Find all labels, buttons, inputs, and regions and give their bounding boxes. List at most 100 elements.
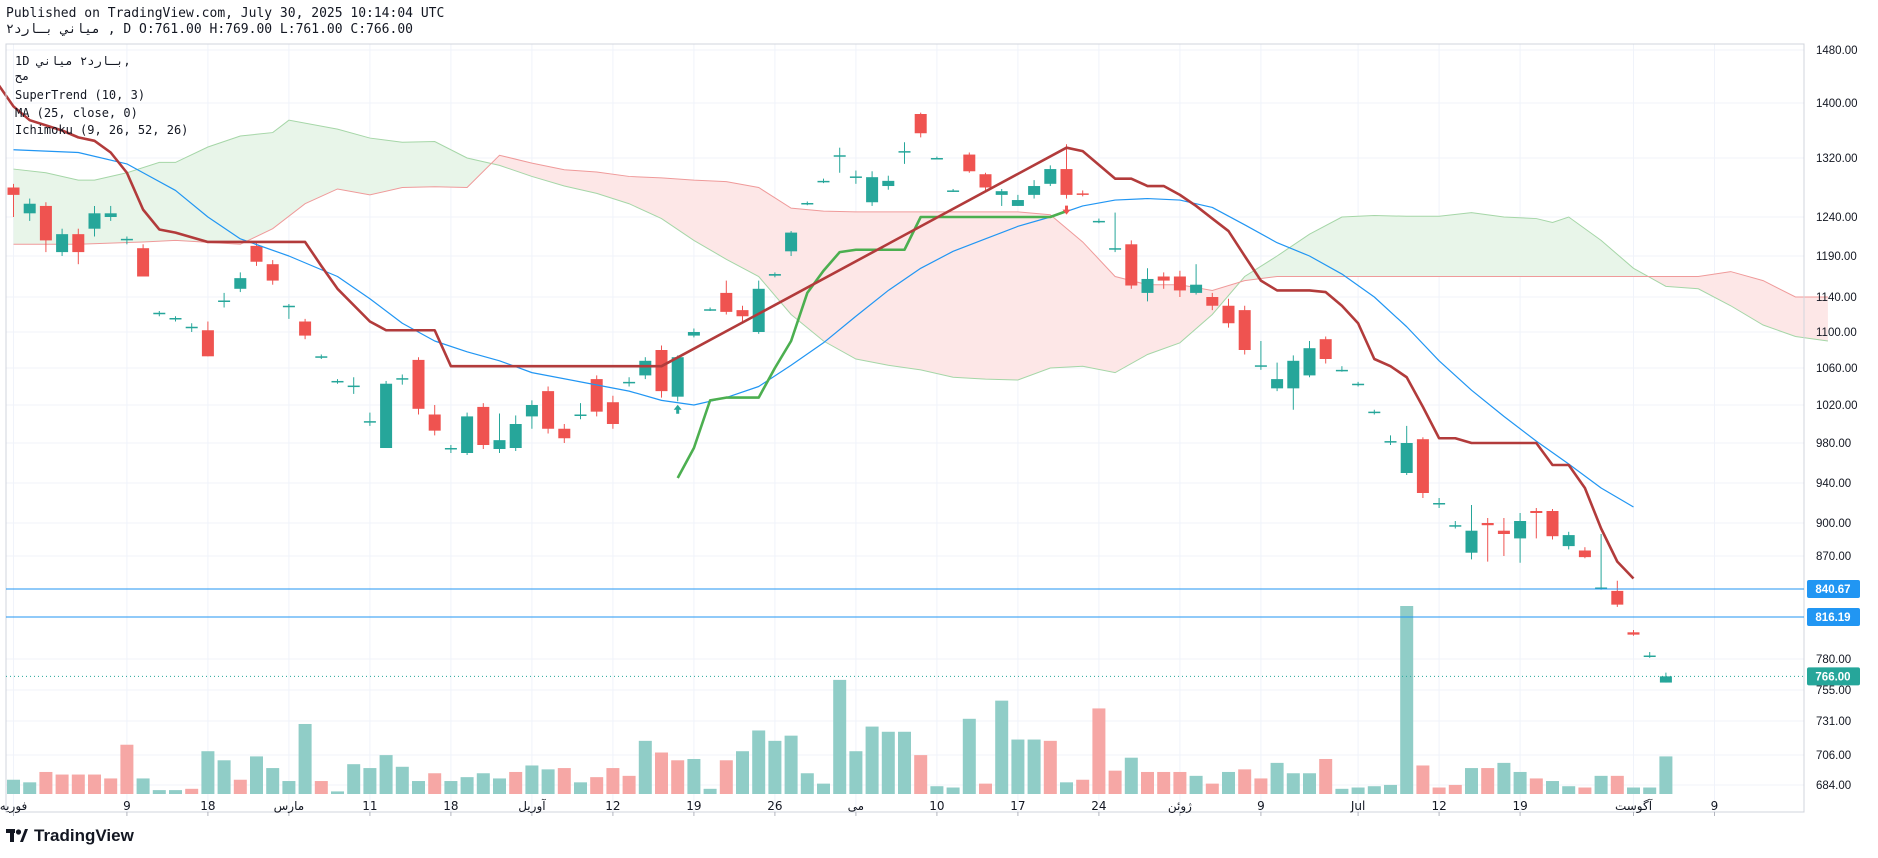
volume-bar [622,775,636,794]
candle-body [1578,550,1591,558]
candle-body [1659,676,1672,683]
candle-body [1643,655,1656,658]
time-tick-label: 26 [767,799,782,813]
candle-body [1287,360,1300,389]
volume-bar [590,777,604,794]
supertrend-down-line [0,84,1635,580]
time-tick-label: 17 [1010,799,1025,813]
volume-bar [1335,788,1349,794]
candle-body [1416,439,1429,493]
volume-bar [412,781,425,794]
candle-body [104,213,117,217]
volume-bar [1043,740,1057,794]
candle-body [1238,310,1251,350]
candle-body [493,440,506,449]
legend-ichimoku[interactable]: Ichimoku (9, 26, 52, 26) [15,123,189,137]
cloud-bearish [491,155,1245,381]
volume-bar [817,783,830,794]
candle-body [1335,369,1348,372]
candle-body [266,264,279,281]
volume-bar [460,777,474,794]
volume-bar [574,782,587,794]
volume-bar [1481,768,1495,794]
time-tick-label: ﻣﺎرس [274,799,305,814]
volume-bar [525,765,539,794]
candle-body [1076,193,1089,195]
volume-bar [1400,606,1414,794]
sell-arrow-icon [1062,205,1071,215]
volume-bar [395,766,409,794]
volume-bar [282,781,296,794]
volume-bar [979,783,992,794]
legend-symbol[interactable]: 1D ﺑـﺎرد٢ ﻣﻴﺎﻧﻲ, [15,54,131,68]
price-tick-label: 780.00 [1816,654,1851,666]
candle-body [299,321,312,336]
candle-body [1028,186,1041,195]
candle-body [801,202,814,205]
candle-body [315,356,328,358]
candle-body [23,203,36,214]
time-tick-label: 11 [362,799,377,813]
price-tick-label: 1400.00 [1816,98,1858,110]
candle-body [655,350,668,392]
volume-bar [152,790,166,794]
price-tick-label: 1100.00 [1816,327,1857,339]
volume-bar [39,771,53,794]
volume-bar [217,760,231,794]
volume-bar [1108,770,1122,794]
price-tick-label: 1140.00 [1816,292,1857,304]
candle-body [720,292,733,312]
volume-bar [347,764,361,794]
candle-body [1368,411,1381,414]
volume-bar [428,773,442,794]
candle-body [169,318,182,320]
legend-supertrend[interactable]: SuperTrend (10, 3) [15,88,146,102]
candle-body [1125,244,1138,286]
volume-bar [1157,771,1171,794]
tradingview-logo[interactable]: TradingView [6,826,134,846]
candle-body [542,391,555,429]
candle-body [1530,511,1543,513]
candle-body [930,158,943,160]
volume-bar [1205,783,1219,794]
volume-bar [169,790,182,794]
volume-bar [314,781,328,794]
price-tick-label: 900.00 [1816,518,1851,530]
price-tick-label: 1480.00 [1816,45,1858,57]
candle-body [1546,511,1559,537]
candle-body [574,414,587,416]
cloud-bullish [1244,212,1650,281]
indicator-lines [0,84,1635,580]
candle-body [39,205,52,241]
volume-bar [1659,756,1673,794]
candle-body [1562,535,1575,547]
candle-body [1190,284,1203,293]
volume-bar [1448,784,1462,794]
time-tick-label: 9 [123,799,131,813]
candle-body [56,234,69,253]
candle-body [1611,590,1624,605]
price-tick-label: 1190.00 [1816,251,1857,263]
candle-body [882,180,895,187]
volume-bar [1011,739,1025,794]
volume-bar [1124,757,1138,794]
volume-bar [1513,771,1527,794]
candle-body [461,416,474,453]
candle-body [1481,523,1494,526]
volume-bars [7,606,1673,794]
candle-body [1109,248,1122,250]
candle-body [88,213,101,229]
volume-bar [752,730,766,794]
candle-body [558,428,571,439]
volume-bar [687,758,701,794]
volume-bar [606,768,620,794]
legend-ma[interactable]: MA (25, close, 0) [15,106,138,120]
candle-body [477,406,490,445]
volume-bar [1027,739,1041,794]
time-tick-label: 9 [1257,799,1265,813]
volume-bar [104,778,118,794]
volume-bar [1076,779,1090,794]
candle-body [914,114,927,134]
volume-bar [120,744,134,794]
